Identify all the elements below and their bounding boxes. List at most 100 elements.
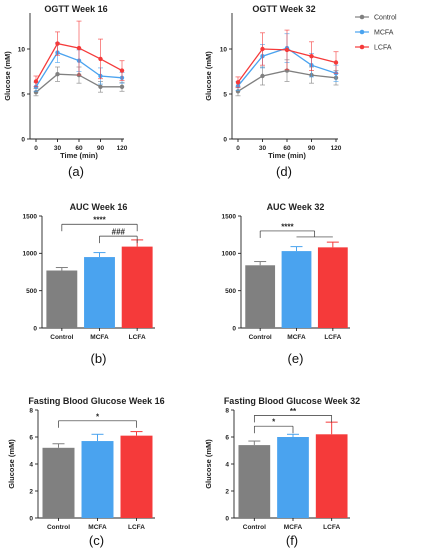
legend: Control MCFA LCFA xyxy=(355,15,397,52)
bar-control xyxy=(42,447,75,518)
series-lcfa xyxy=(33,20,125,88)
legend-marker xyxy=(359,14,365,20)
bar-mcfa xyxy=(277,437,309,518)
y-axis-label: Glucose (mM) xyxy=(3,51,12,101)
y-tick-label: 8 xyxy=(29,407,33,414)
chart-b: AUC Week 16 (b) 0 500 1000 1500 Control MCFA LCF… xyxy=(23,202,155,366)
y-tick-label: 8 xyxy=(225,407,229,414)
data-point xyxy=(55,72,60,77)
x-tick-label: 60 xyxy=(75,145,83,152)
y-tick-label: 0 xyxy=(21,136,25,143)
panel-label: (b) xyxy=(91,351,107,366)
chart-title: AUC Week 16 xyxy=(70,202,128,212)
panel-label: (d) xyxy=(276,164,292,179)
y-tick-label: 6 xyxy=(29,434,33,441)
x-tick-label: LCFA xyxy=(323,524,340,531)
legend-marker xyxy=(359,44,365,50)
y-tick-label: 10 xyxy=(18,46,26,53)
y-tick-label: 0 xyxy=(225,515,229,522)
data-point xyxy=(33,79,39,84)
x-tick-label: MCFA xyxy=(284,524,303,531)
significance-marker: * xyxy=(253,418,294,434)
bar-control xyxy=(245,265,276,328)
legend-label-mcfa: MCFA xyxy=(374,30,394,37)
data-point xyxy=(309,54,314,59)
bar-mcfa xyxy=(84,257,115,328)
y-axis-label: Glucose (mM) xyxy=(204,439,213,489)
x-tick-label: 90 xyxy=(97,145,105,152)
y-tick-label: 1500 xyxy=(222,213,237,220)
bar-mcfa xyxy=(281,251,312,328)
y-tick-label: 500 xyxy=(225,288,236,295)
y-tick-label: 0 xyxy=(223,136,227,143)
x-tick-label: MCFA xyxy=(287,334,306,341)
data-point xyxy=(76,45,82,51)
sig-label: **** xyxy=(281,222,294,231)
x-tick-label: 120 xyxy=(117,145,128,152)
x-axis-label: Time (min) xyxy=(268,151,306,160)
x-tick-label: LCFA xyxy=(129,334,146,341)
x-tick-label: 30 xyxy=(259,145,267,152)
significance-marker: ### xyxy=(99,228,138,244)
sig-label: **** xyxy=(93,216,106,225)
panel-label: (f) xyxy=(286,533,298,548)
x-tick-label: 60 xyxy=(283,145,291,152)
x-tick-label: Control xyxy=(50,334,73,341)
y-tick-label: 2 xyxy=(29,488,33,495)
bar-lcfa xyxy=(120,435,153,518)
chart-title: OGTT Week 16 xyxy=(44,4,107,14)
x-tick-label: Control xyxy=(47,524,70,531)
x-tick-label: MCFA xyxy=(90,334,109,341)
significance-marker: **** xyxy=(61,216,138,232)
chart-title: Fasting Blood Glucose Week 32 xyxy=(224,396,360,406)
sig-label: ** xyxy=(290,407,297,416)
x-axis-label: Time (min) xyxy=(60,151,98,160)
y-axis-label: Glucose (mM) xyxy=(7,439,16,489)
data-point xyxy=(284,47,290,53)
significance-marker: ** xyxy=(253,407,333,423)
chart-c: Fasting Blood Glucose Week 16 (c) 0 2 4 6 8 Glu… xyxy=(7,396,165,548)
panel-label: (c) xyxy=(89,533,104,548)
data-point xyxy=(55,41,60,46)
chart-title: AUC Week 32 xyxy=(267,202,325,212)
bar-lcfa xyxy=(121,246,153,328)
x-tick-label: Control xyxy=(249,334,272,341)
legend-label-control: Control xyxy=(374,15,397,22)
significance-marker: * xyxy=(58,412,137,428)
data-point xyxy=(119,68,125,73)
y-tick-label: 0 xyxy=(29,515,33,522)
x-tick-label: LCFA xyxy=(324,334,341,341)
data-point xyxy=(235,80,241,85)
chart-a: OGTT Week 16 (a) 0 5 10 Glucose (mM) 0 30 60 90 12… xyxy=(3,4,128,179)
y-tick-label: 500 xyxy=(26,288,37,295)
data-point xyxy=(333,60,339,65)
legend-label-lcfa: LCFA xyxy=(374,45,392,52)
x-tick-label: Control xyxy=(243,524,266,531)
x-tick-label: LCFA xyxy=(128,524,145,531)
y-tick-label: 5 xyxy=(21,91,25,98)
x-tick-label: 0 xyxy=(34,145,38,152)
y-tick-label: 6 xyxy=(225,434,229,441)
y-tick-label: 1500 xyxy=(23,213,38,220)
x-tick-label: 90 xyxy=(308,145,316,152)
bar-mcfa xyxy=(81,441,114,518)
chart-title: OGTT Week 32 xyxy=(252,4,315,14)
x-tick-label: 120 xyxy=(331,145,342,152)
y-tick-label: 0 xyxy=(232,325,236,332)
x-tick-label: 30 xyxy=(54,145,62,152)
bar-lcfa xyxy=(317,247,348,328)
bar-control xyxy=(46,270,78,328)
data-point xyxy=(260,73,265,79)
chart-f: Fasting Blood Glucose Week 32 (f) 0 2 4 6 8 Glu… xyxy=(204,396,360,548)
y-tick-label: 2 xyxy=(225,488,229,495)
y-tick-label: 4 xyxy=(225,461,229,468)
bar-control xyxy=(238,445,271,518)
y-tick-label: 1000 xyxy=(222,251,237,258)
x-tick-label: 0 xyxy=(236,145,240,152)
chart-e: AUC Week 32 (e) 0 500 1000 1500 Control MCFA LCF… xyxy=(222,202,350,366)
significance-marker: **** xyxy=(259,222,333,238)
data-point xyxy=(98,56,103,62)
series-lcfa xyxy=(235,29,339,89)
legend-marker xyxy=(359,29,365,35)
